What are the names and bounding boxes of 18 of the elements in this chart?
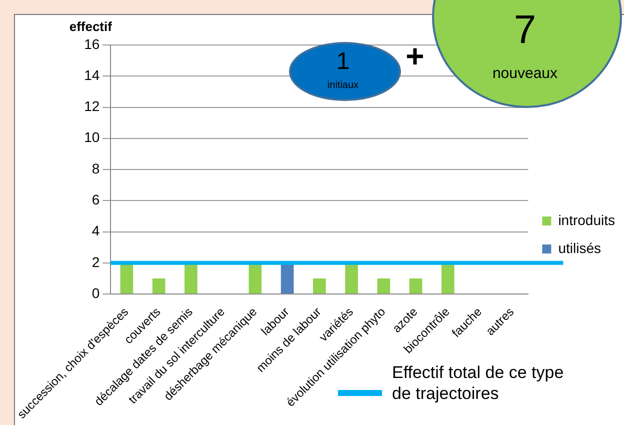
legend-label: utilisés: [558, 240, 601, 256]
y-tick-label: 12: [84, 98, 100, 114]
y-tick-label: 2: [92, 254, 100, 270]
y-axis-title: effectif: [69, 19, 113, 34]
annotation: 7: [512, 8, 538, 52]
y-tick-label: 8: [92, 160, 100, 176]
legend-label: introduits: [558, 212, 616, 228]
y-tick-label: 10: [84, 129, 100, 146]
annotation: 1: [335, 48, 351, 75]
y-tick-label: 16: [84, 36, 100, 52]
legend-label: Effectif total de ce type de trajectoires: [392, 362, 565, 404]
annotation: nouveaux: [491, 65, 559, 82]
y-tick-label: 14: [84, 66, 100, 83]
y-tick-label: 4: [92, 222, 100, 239]
annotation: initiaux: [326, 80, 360, 91]
annotation: +: [404, 38, 426, 74]
y-tick-label: 6: [92, 191, 100, 208]
y-tick-label: 0: [92, 284, 100, 301]
